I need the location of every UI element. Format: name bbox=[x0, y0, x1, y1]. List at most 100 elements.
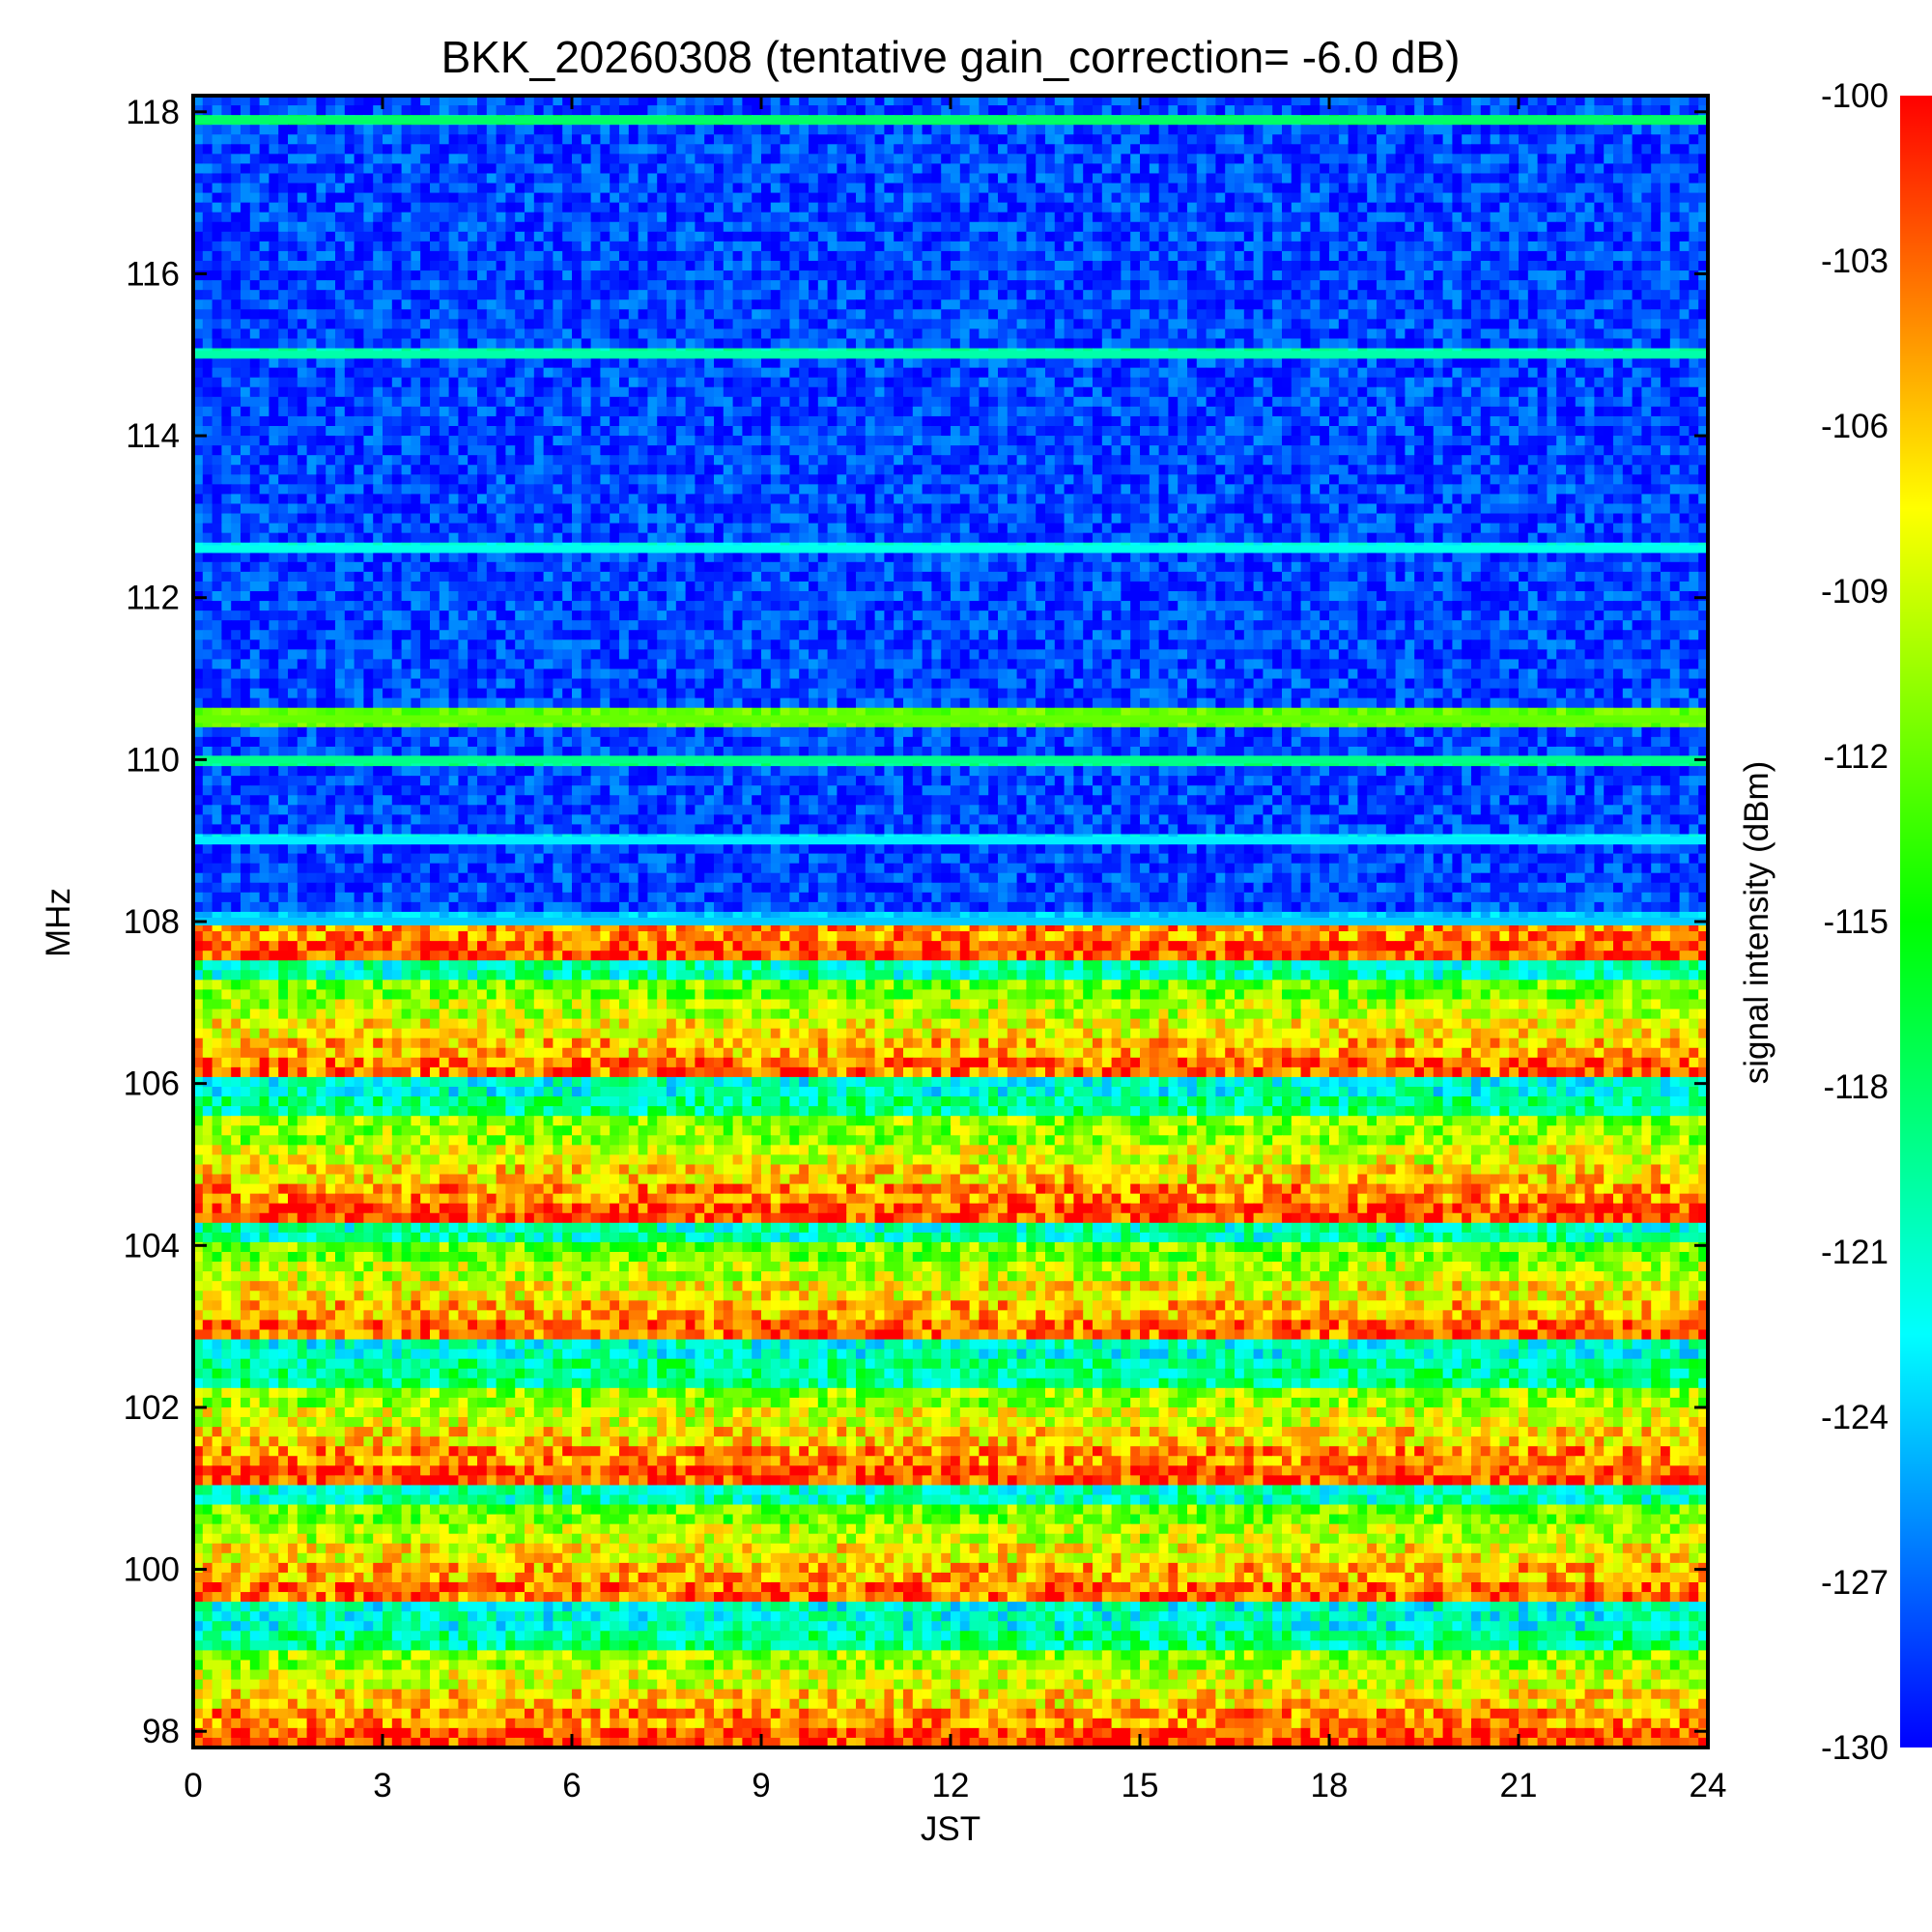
heatmap-cell bbox=[449, 193, 459, 204]
heatmap-cell bbox=[1462, 242, 1471, 252]
heatmap-cell bbox=[1282, 280, 1292, 291]
heatmap-cell bbox=[1689, 338, 1698, 349]
heatmap-cell bbox=[250, 184, 260, 194]
heatmap-cell bbox=[1187, 251, 1197, 262]
heatmap-cell bbox=[1471, 328, 1481, 339]
heatmap-cell bbox=[1377, 309, 1386, 320]
heatmap-cell bbox=[307, 319, 317, 329]
heatmap-cell bbox=[1556, 144, 1566, 155]
heatmap-cell bbox=[402, 251, 412, 262]
heatmap-cell bbox=[278, 261, 288, 271]
heatmap-cell bbox=[771, 144, 781, 155]
heatmap-cell bbox=[1491, 309, 1500, 320]
heatmap-cell bbox=[970, 309, 980, 320]
heatmap-cell bbox=[1150, 105, 1159, 116]
heatmap-cell bbox=[960, 387, 970, 398]
heatmap-cell bbox=[1633, 368, 1642, 379]
heatmap-cell bbox=[998, 319, 1008, 329]
heatmap-cell bbox=[1140, 203, 1150, 213]
heatmap-cell bbox=[714, 154, 724, 164]
heatmap-cell bbox=[420, 163, 430, 174]
heatmap-cell bbox=[742, 242, 752, 252]
heatmap-cell bbox=[477, 193, 487, 204]
heatmap-cell bbox=[676, 232, 686, 242]
heatmap-cell bbox=[1594, 232, 1604, 242]
heatmap-cell bbox=[203, 184, 213, 194]
heatmap-cell bbox=[1055, 270, 1065, 281]
heatmap-cell bbox=[667, 134, 676, 145]
heatmap-cell bbox=[1443, 144, 1453, 155]
heatmap-cell bbox=[724, 213, 733, 223]
heatmap-cell bbox=[562, 163, 572, 174]
heatmap-cell bbox=[714, 173, 724, 184]
heatmap-cell bbox=[1187, 144, 1197, 155]
heatmap-cell bbox=[1112, 173, 1122, 184]
heatmap-cell bbox=[1386, 261, 1396, 271]
heatmap-cell bbox=[639, 232, 648, 242]
heatmap-cell bbox=[487, 184, 497, 194]
heatmap-cell bbox=[828, 319, 838, 329]
heatmap-cell bbox=[1594, 144, 1604, 155]
heatmap-cell bbox=[298, 213, 307, 223]
heatmap-cell bbox=[1491, 251, 1500, 262]
heatmap-cell bbox=[1225, 378, 1235, 388]
heatmap-cell bbox=[221, 358, 231, 369]
heatmap-cell bbox=[1633, 309, 1642, 320]
heatmap-cell bbox=[440, 309, 449, 320]
heatmap-cell bbox=[1112, 184, 1122, 194]
heatmap-cell bbox=[875, 184, 885, 194]
heatmap-cell bbox=[477, 184, 487, 194]
heatmap-cell bbox=[1434, 154, 1443, 164]
heatmap-cell bbox=[818, 338, 828, 349]
heatmap-cell bbox=[449, 290, 459, 300]
heatmap-cell bbox=[931, 368, 941, 379]
heatmap-cell bbox=[1377, 213, 1386, 223]
heatmap-cell bbox=[1168, 134, 1178, 145]
heatmap-cell bbox=[828, 251, 838, 262]
heatmap-cell bbox=[875, 232, 885, 242]
heatmap-cell bbox=[505, 280, 515, 291]
heatmap-cell bbox=[373, 213, 383, 223]
heatmap-cell bbox=[373, 134, 383, 145]
heatmap-cell bbox=[383, 105, 392, 116]
heatmap-cell bbox=[1566, 193, 1576, 204]
heatmap-cell bbox=[988, 378, 998, 388]
heatmap-cell bbox=[420, 193, 430, 204]
heatmap-cell bbox=[1272, 261, 1282, 271]
heatmap-cell bbox=[1576, 242, 1585, 252]
heatmap-cell bbox=[1254, 154, 1264, 164]
heatmap-cell bbox=[1045, 184, 1055, 194]
heatmap-cell bbox=[1168, 299, 1178, 310]
heatmap-cell bbox=[326, 154, 335, 164]
heatmap-cell bbox=[761, 144, 771, 155]
heatmap-cell bbox=[440, 134, 449, 145]
heatmap-cell bbox=[647, 193, 657, 204]
heatmap-cell bbox=[913, 328, 923, 339]
heatmap-cell bbox=[250, 280, 260, 291]
heatmap-cell bbox=[923, 154, 932, 164]
heatmap-cell bbox=[1187, 222, 1197, 233]
heatmap-cell bbox=[582, 387, 591, 398]
heatmap-cell bbox=[979, 290, 988, 300]
heatmap-cell bbox=[1150, 280, 1159, 291]
heatmap-cell bbox=[260, 261, 270, 271]
heatmap-cell bbox=[1367, 232, 1377, 242]
heatmap-cell bbox=[213, 378, 222, 388]
heatmap-cell bbox=[307, 309, 317, 320]
heatmap-cell bbox=[988, 270, 998, 281]
heatmap-cell bbox=[1083, 280, 1093, 291]
heatmap-cell bbox=[923, 222, 932, 233]
heatmap-cell bbox=[383, 309, 392, 320]
heatmap-cell bbox=[1329, 163, 1339, 174]
heatmap-cell bbox=[988, 193, 998, 204]
heatmap-cell bbox=[1434, 213, 1443, 223]
heatmap-cell bbox=[733, 368, 743, 379]
heatmap-cell bbox=[1661, 232, 1670, 242]
heatmap-cell bbox=[1310, 163, 1320, 174]
heatmap-cell bbox=[1272, 368, 1282, 379]
heatmap-cell bbox=[1349, 261, 1358, 271]
heatmap-cell bbox=[1594, 134, 1604, 145]
heatmap-cell bbox=[742, 144, 752, 155]
heatmap-cell bbox=[1026, 213, 1036, 223]
heatmap-cell bbox=[686, 319, 696, 329]
